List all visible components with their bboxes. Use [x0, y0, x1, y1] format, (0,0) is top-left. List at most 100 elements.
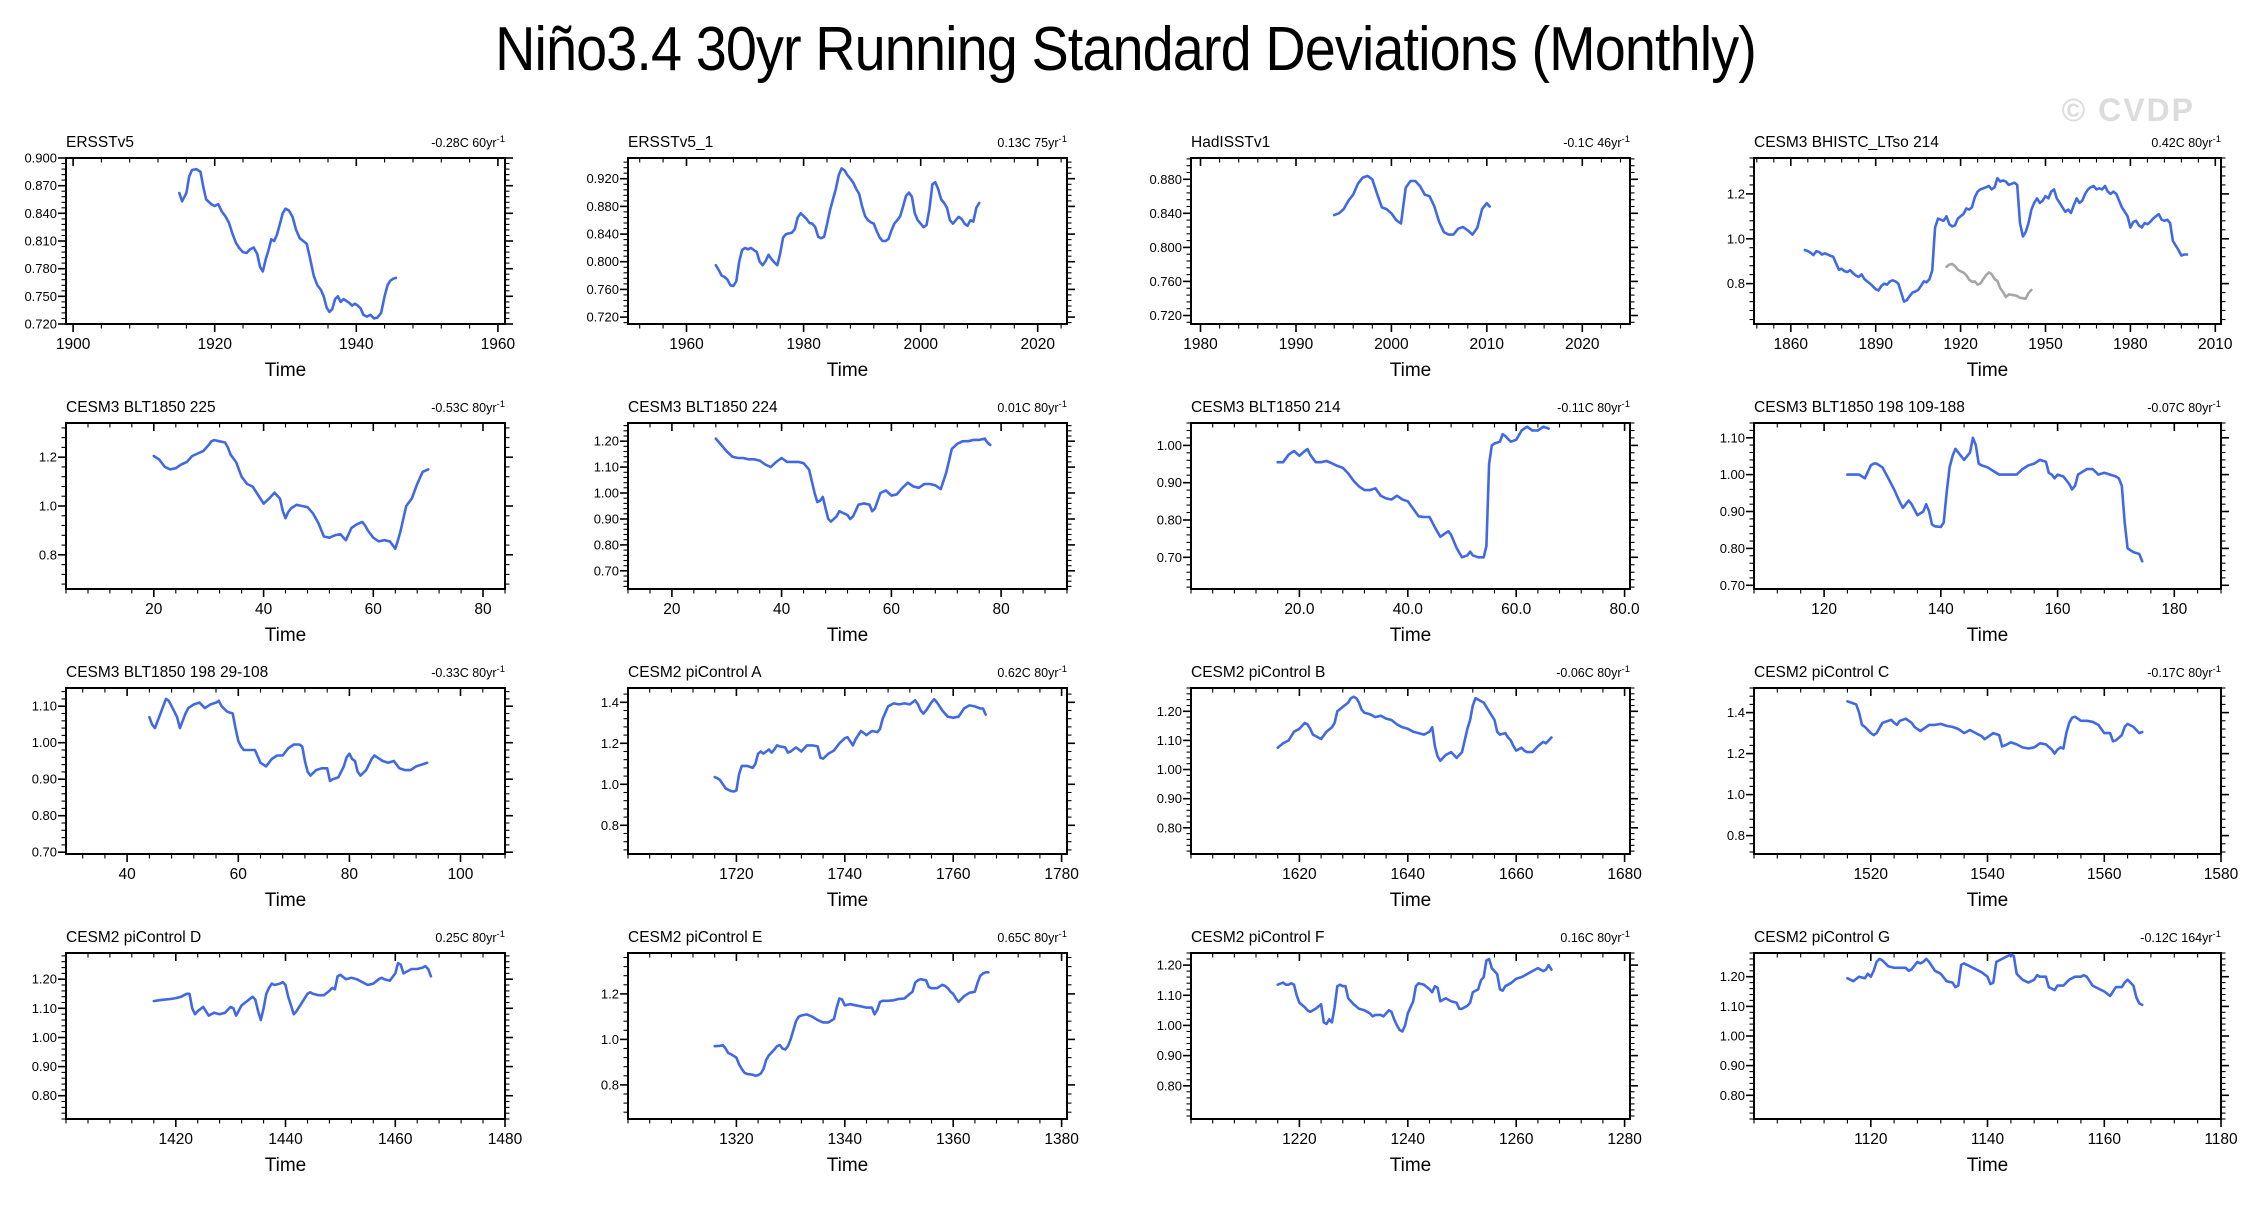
y-tick-label: 0.70	[32, 845, 57, 860]
x-tick-label: 180	[2161, 601, 2187, 618]
y-tick-label: 0.90	[1720, 1058, 1745, 1073]
y-tick-label: 0.90	[1157, 1048, 1182, 1063]
x-tick-label: 80	[992, 601, 1010, 618]
trend-annotation: 0.25C 80yr-1	[435, 929, 505, 945]
chart-panel-5: 20 40 60 80 1.2 1.0 0.8 CESM3 BLT1850 225 -0.53C…	[0, 383, 562, 653]
trend-annotation: 0.16C 80yr-1	[1560, 929, 1630, 945]
x-tick-label: 2010	[2198, 336, 2233, 353]
panel-title: CESM3 BLT1850 224	[628, 399, 778, 416]
x-axis-title: Time	[1967, 625, 2009, 646]
x-tick-label: 1180	[2204, 1131, 2238, 1148]
x-tick-label: 1950	[2028, 336, 2063, 353]
chart-panel-4: 1860 1890 1920 1950 1980 2010 1.2 1.0 0.8 CESM3 B…	[1688, 118, 2251, 388]
y-tick-label: 0.870	[24, 178, 57, 193]
x-axis-title: Time	[1390, 890, 1432, 911]
x-tick-label: 1360	[936, 1131, 971, 1148]
x-tick-label: 1520	[1854, 866, 1889, 883]
x-tick-label: 160	[2045, 601, 2071, 618]
x-tick-label: 120	[1811, 601, 1837, 618]
data-line	[1846, 436, 2144, 563]
x-tick-label: 40	[773, 601, 791, 618]
x-tick-label: 80.0	[1610, 601, 1641, 618]
chart-svg: 120 140 160 180 1.10 1.00 0.90 0.80 0.70 CESM3 BL…	[1720, 399, 2229, 646]
chart-panel-6: 20 40 60 80 1.20 1.10 1.00 0.90 0.80 0.70 CESM3 BL…	[562, 383, 1124, 653]
data-line	[1332, 174, 1492, 236]
chart-svg: 20 40 60 80 1.20 1.10 1.00 0.90 0.80 0.70 CESM3 BL…	[594, 399, 1075, 646]
x-tick-label: 1860	[1774, 336, 1809, 353]
x-axis-title: Time	[1390, 1155, 1432, 1176]
panel-title: CESM2 piControl C	[1754, 664, 1889, 681]
x-tick-label: 60	[883, 601, 901, 618]
y-tick-label: 0.900	[24, 151, 57, 166]
trend-annotation: -0.07C 80yr-1	[2147, 399, 2221, 415]
y-tick-label: 1.20	[32, 972, 57, 987]
y-tick-label: 1.00	[1720, 467, 1745, 482]
y-tick-label: 1.4	[601, 695, 619, 710]
y-tick-label: 0.880	[1149, 172, 1182, 187]
x-tick-label: 1380	[1044, 1131, 1079, 1148]
y-tick-label: 0.810	[24, 234, 57, 249]
y-tick-label: 0.80	[1157, 1078, 1182, 1093]
x-tick-label: 40	[118, 866, 136, 883]
x-tick-label: 1280	[1607, 1131, 1642, 1148]
chart-panel-13: 1420 1440 1460 1480 1.20 1.10 1.00 0.90 0.80 CESM…	[0, 913, 562, 1183]
x-tick-label: 2000	[1374, 336, 1409, 353]
y-tick-label: 0.90	[594, 512, 619, 527]
plot-frame	[1190, 422, 1631, 590]
x-tick-label: 1320	[719, 1131, 754, 1148]
y-tick-label: 1.0	[1727, 231, 1745, 246]
x-tick-label: 1720	[719, 866, 754, 883]
plot-frame	[627, 687, 1068, 855]
y-tick-label: 1.00	[32, 1030, 57, 1045]
x-tick-label: 80	[474, 601, 492, 618]
x-tick-label: 2020	[1020, 336, 1055, 353]
x-axis-title: Time	[1967, 1155, 2009, 1176]
panel-title: CESM2 piControl E	[628, 929, 762, 946]
x-tick-label: 1990	[1279, 336, 1314, 353]
y-tick-label: 1.2	[39, 450, 57, 465]
chart-svg: 1420 1440 1460 1480 1.20 1.10 1.00 0.90 0.80 CESM…	[32, 929, 523, 1176]
x-tick-label: 20	[145, 601, 163, 618]
y-tick-label: 1.20	[594, 434, 619, 449]
y-tick-label: 0.70	[594, 563, 619, 578]
chart-svg: 1960 1980 2000 2020 0.920 0.880 0.840 0.800 0.76…	[586, 134, 1075, 381]
data-line	[714, 167, 981, 288]
data-line	[713, 970, 990, 1078]
x-tick-label: 20.0	[1284, 601, 1315, 618]
data-line	[714, 437, 992, 523]
x-axis-title: Time	[265, 1155, 307, 1176]
chart-svg: 20 40 60 80 1.2 1.0 0.8 CESM3 BLT1850 225 -0.53C…	[39, 399, 513, 646]
y-tick-label: 0.80	[32, 1088, 57, 1103]
x-axis-title: Time	[1390, 360, 1432, 381]
x-tick-label: 1920	[1943, 336, 1978, 353]
x-axis-title: Time	[827, 890, 869, 911]
chart-svg: 1860 1890 1920 1950 1980 2010 1.2 1.0 0.8 CESM3 B…	[1727, 134, 2233, 381]
y-tick-label: 0.90	[1720, 504, 1745, 519]
trend-annotation: -0.06C 80yr-1	[1556, 664, 1630, 680]
chart-panel-2: 1960 1980 2000 2020 0.920 0.880 0.840 0.800 0.76…	[562, 118, 1124, 388]
trend-annotation: 0.13C 75yr-1	[997, 134, 1067, 150]
data-line	[1846, 699, 2144, 755]
x-tick-label: 140	[1928, 601, 1954, 618]
y-tick-label: 1.20	[1720, 969, 1745, 984]
x-tick-label: 1980	[786, 336, 821, 353]
chart-panel-14: 1320 1340 1360 1380 1.2 1.0 0.8 CESM2 piControl…	[562, 913, 1124, 1183]
y-tick-label: 0.80	[594, 537, 619, 552]
y-tick-label: 1.0	[601, 777, 619, 792]
x-tick-label: 1260	[1499, 1131, 1534, 1148]
plot-frame	[627, 157, 1068, 325]
x-axis-title: Time	[265, 890, 307, 911]
y-tick-label: 0.90	[32, 772, 57, 787]
y-tick-label: 0.80	[1720, 1088, 1745, 1103]
y-tick-label: 1.2	[1727, 186, 1745, 201]
panel-title: CESM3 BLT1850 198 109-188	[1754, 399, 1965, 416]
y-tick-label: 1.10	[1157, 988, 1182, 1003]
cvdp-watermark: © CVDP	[2061, 92, 2195, 128]
x-tick-label: 2010	[1470, 336, 1505, 353]
y-tick-label: 0.880	[586, 199, 619, 214]
x-tick-label: 1540	[1970, 866, 2005, 883]
y-tick-label: 0.760	[1149, 274, 1182, 289]
trend-annotation: 0.65C 80yr-1	[997, 929, 1067, 945]
x-tick-label: 60	[365, 601, 383, 618]
trend-annotation: 0.42C 80yr-1	[2151, 134, 2221, 150]
